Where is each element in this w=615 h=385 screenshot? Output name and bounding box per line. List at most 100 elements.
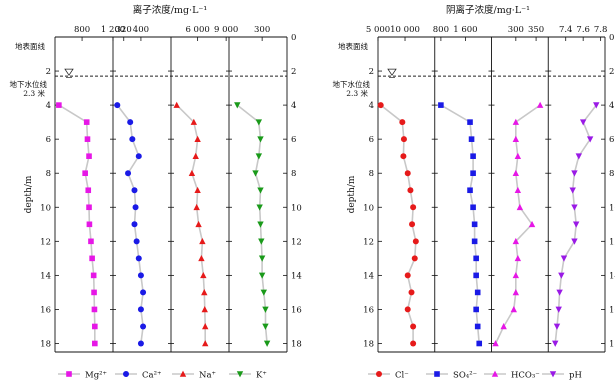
data-point [553,323,561,330]
data-point [528,220,536,228]
depth-tick-label-right: 14 [609,271,615,281]
depth-axis-title: depth/m [347,175,357,213]
data-point [258,255,266,262]
water-table-label: 地下水位线 [10,79,48,89]
data-point [558,272,565,279]
depth-tick-label: 18 [40,339,51,349]
depth-tick-label: 6 [369,135,374,145]
depth-tick-label: 12 [40,237,51,247]
data-point [257,221,264,228]
data-point [377,102,384,109]
data-point [200,271,207,279]
data-point [140,289,147,296]
data-point [86,204,92,211]
series-line [176,104,206,344]
data-point [91,306,98,313]
x-tick-label: 300 [508,25,524,35]
data-point [201,289,208,296]
data-point [255,153,263,160]
depth-tick-label-right: 10 [609,203,615,213]
data-point [514,152,522,159]
data-point [193,203,200,211]
legend: Mg²⁺ Ca²⁺ Na⁺ K⁺ [58,371,267,381]
data-point [536,101,544,108]
depth-tick-label: 2 [46,67,51,77]
depth-tick-label-right: 10 [291,203,302,213]
data-point [92,340,98,347]
data-point [410,204,417,211]
depth-tick-label-right: 2 [291,67,296,77]
data-point [408,289,415,296]
depth-tick-label: 8 [369,169,374,179]
data-point [468,136,475,142]
depth-tick-label: 14 [363,271,374,281]
data-point [470,153,476,159]
data-point [262,306,269,313]
data-point [252,170,259,177]
depth-tick-label: 6 [46,135,51,145]
data-point [137,306,144,313]
data-point [92,323,98,330]
depth-tick-label: 12 [363,237,374,247]
depth-axis-title: depth/m [24,175,34,213]
data-point [512,237,520,245]
legend-marker [491,370,499,377]
data-point [256,204,263,211]
data-point [560,255,568,262]
data-point [510,306,517,313]
legend-marker [66,371,72,377]
data-point [575,153,583,160]
data-point [173,101,180,108]
depth-tick-label: 4 [369,101,374,111]
data-point [404,170,411,177]
x-tick-label: 7.8 [594,25,608,35]
chart-title: 阴离子浓度/mg·L⁻¹ [446,4,530,16]
data-point [258,272,266,279]
data-point [571,170,578,177]
x-tick-label: 300 [254,25,270,35]
x-tick-label: 800 [433,25,449,35]
data-point [192,152,199,159]
data-point [400,136,407,143]
depth-tick-label-right: 4 [609,101,614,111]
data-point [407,187,414,194]
data-point [135,255,142,262]
data-point [404,306,411,313]
x-tick-label: 1 600 [453,25,477,35]
data-point [135,153,142,160]
data-point [129,136,136,143]
data-point [257,187,264,194]
depth-tick-label: 10 [40,203,51,213]
depth-tick-label-right: 12 [291,237,302,247]
data-point [410,340,417,347]
data-point [512,169,520,177]
data-point [438,102,444,108]
data-point [133,238,140,245]
data-point [127,119,134,126]
x-tick-label: 400 [133,25,149,35]
data-point [473,272,479,279]
depth-tick-label-right: 14 [291,271,302,281]
water-table-icon [64,68,74,76]
legend-label: Ca²⁺ [142,371,161,381]
depth-tick-label: 2 [369,67,374,77]
data-point [571,204,578,211]
x-tick-label: 9 000 [214,25,238,35]
data-point [137,272,144,279]
depth-tick-label-right: 18 [609,339,615,349]
data-point [89,255,95,262]
data-point [194,186,201,194]
depth-tick-label-right: 16 [609,305,615,315]
data-point [404,272,411,279]
depth-tick-label-right: 6 [609,135,614,145]
x-tick-label: 350 [528,25,544,35]
data-point [474,289,481,296]
x-tick-label: 6 000 [185,25,209,35]
data-point [83,119,90,125]
legend-marker [123,371,129,377]
data-point [234,102,241,109]
panel-4: 0 2 4 6 8 10 12 14 16 18 300 [226,25,302,352]
data-point [199,237,206,245]
data-point [86,221,93,228]
